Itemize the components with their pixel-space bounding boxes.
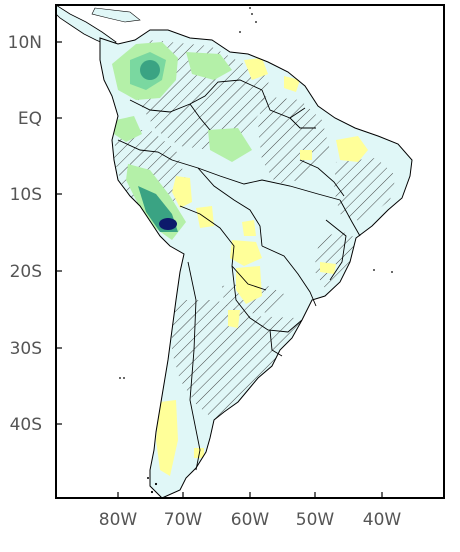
lat-label-20s: 20S: [10, 262, 42, 282]
lon-label-60w: 60W: [231, 510, 270, 530]
lon-label-70w: 70W: [164, 510, 203, 530]
yellow-patch-northeast: [336, 136, 368, 162]
small-islands: [119, 7, 393, 494]
lat-label-30s: 30S: [10, 339, 42, 359]
hatched-region-guiana: [258, 96, 330, 184]
green-region-amazon: [208, 128, 252, 162]
lon-label-40w: 40W: [363, 510, 402, 530]
yellow-patch-central: [172, 176, 192, 208]
lon-labels: 80W 70W 60W 50W 40W: [99, 510, 402, 530]
hatched-region-south: [172, 300, 310, 420]
hatched-region-northeast: [334, 158, 396, 222]
teal-spot-colombia: [140, 60, 160, 80]
yellow-patch-guiana: [284, 76, 300, 92]
yellow-patch-bolivia-2: [230, 240, 262, 266]
green-region-ecuador: [114, 116, 142, 142]
country-borders: [117, 79, 361, 471]
green-region-venezuela: [186, 52, 232, 80]
yellow-patch-venezuela: [244, 58, 268, 80]
lat-labels: 10N EQ 10S 20S 30S 40S: [8, 33, 42, 435]
yellow-patch-northeast-small: [300, 150, 312, 160]
lat-tick-marks: [56, 41, 62, 425]
lon-tick-marks: [117, 492, 383, 498]
yellow-patch-brazil: [242, 220, 256, 236]
yellow-patch-argentina: [228, 310, 240, 328]
caribbean-island: [91, 7, 141, 23]
lon-label-50w: 50W: [296, 510, 335, 530]
lat-label-10n: 10N: [8, 33, 42, 53]
yellow-patch-chile: [156, 400, 178, 476]
lat-label-40s: 40S: [10, 415, 42, 435]
yellow-patch-southeast: [320, 262, 336, 274]
lon-label-80w: 80W: [99, 510, 138, 530]
yellow-patch-chaco: [236, 266, 262, 304]
lat-label-eq: EQ: [18, 109, 42, 129]
lat-label-10s: 10S: [10, 185, 42, 205]
navy-spot-peru: [159, 218, 177, 230]
